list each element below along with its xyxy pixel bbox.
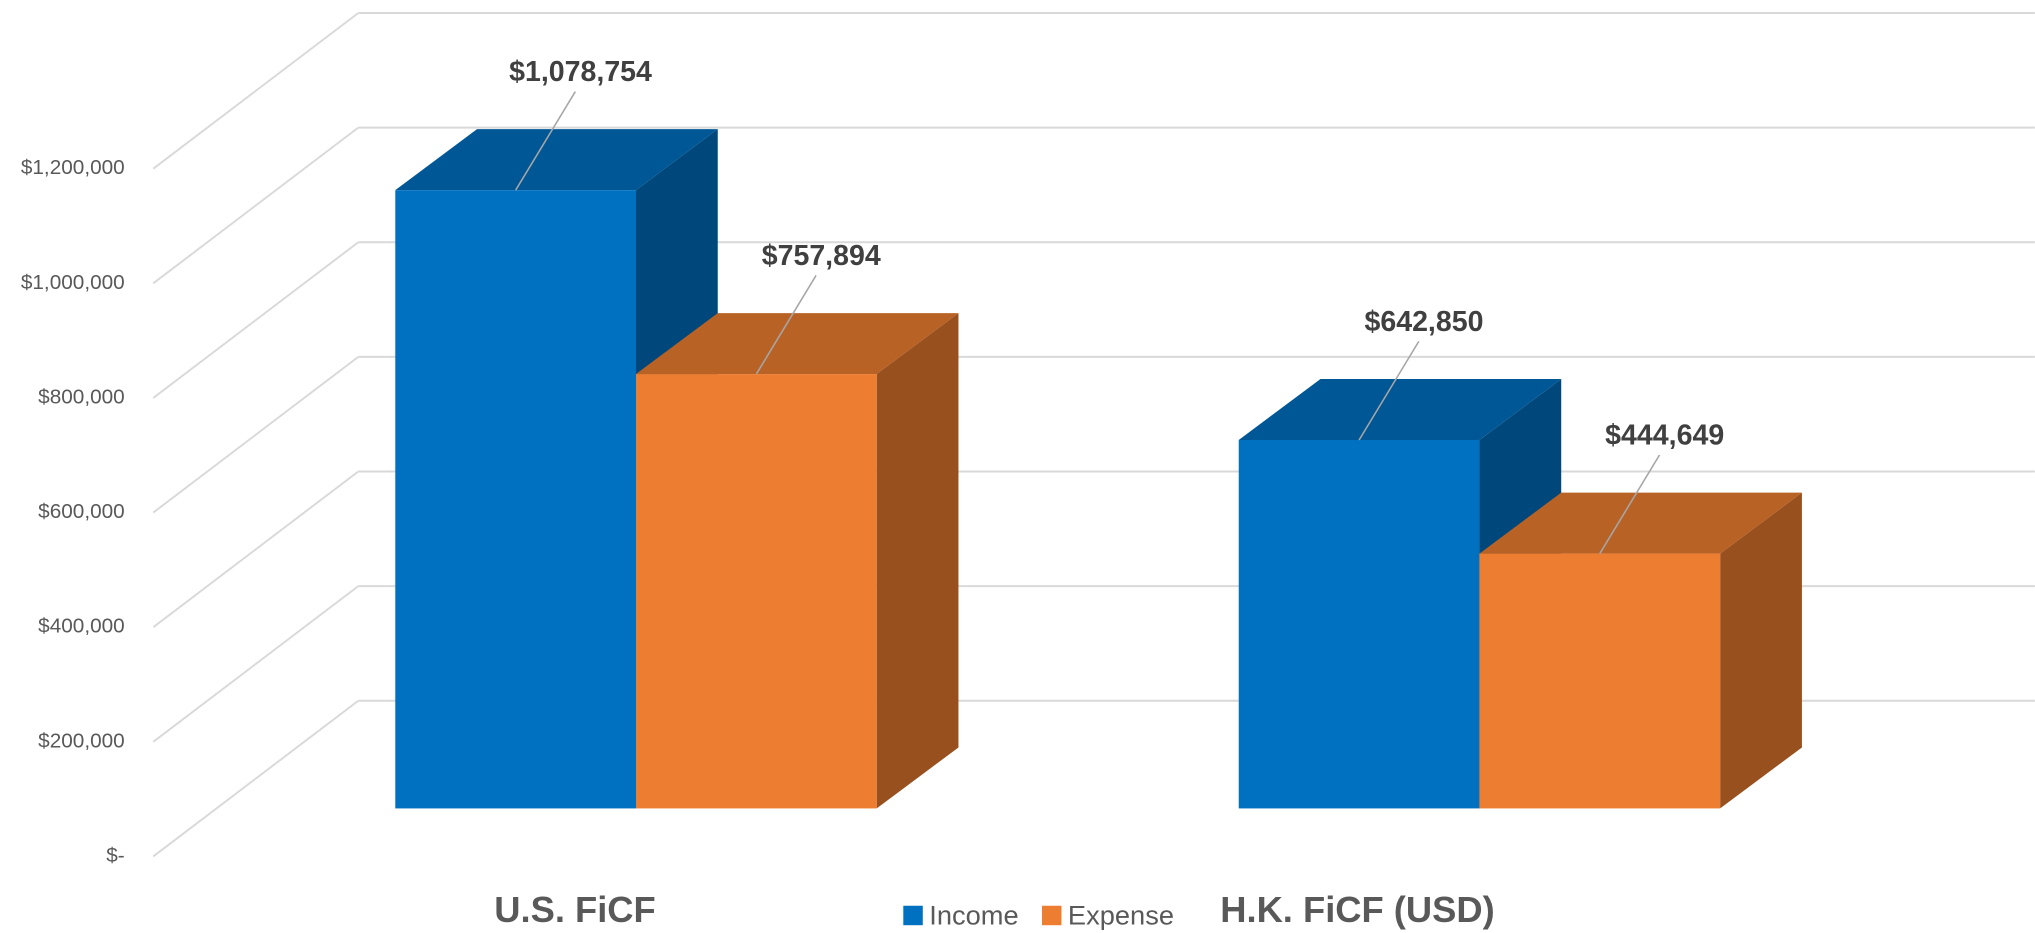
legend-label: Expense (1068, 900, 1174, 931)
bar-top (395, 129, 718, 191)
y-tick-label: $400,000 (38, 615, 125, 638)
y-tick-label: $800,000 (38, 385, 125, 408)
x-tick-label: H.K. FiCF (USD) (1220, 889, 1494, 930)
y-tick-label: $- (106, 844, 124, 867)
bar-top (1238, 379, 1562, 440)
grid-line (152, 12, 359, 170)
grid-line (152, 241, 359, 399)
bar (395, 190, 636, 809)
leader-line (1358, 340, 1420, 441)
grid-line (152, 585, 359, 743)
bar (1238, 439, 1480, 809)
x-tick-label: U.S. FiCF (494, 889, 655, 930)
leader-line (514, 91, 576, 191)
leader-line (755, 275, 817, 375)
legend-label: Income (929, 900, 1018, 931)
leader-line (1599, 454, 1661, 554)
data-label: $642,850 (1364, 306, 1483, 338)
legend-swatch (903, 905, 923, 926)
bar-top (635, 313, 959, 375)
y-tick-label: $200,000 (38, 729, 125, 752)
grid-line (152, 699, 359, 858)
grid-line (152, 356, 359, 514)
grid-line (152, 126, 359, 285)
data-label: $757,894 (762, 240, 881, 272)
y-tick-label: $1,000,000 (21, 271, 125, 294)
bar-side (1720, 492, 1802, 809)
bar (1479, 553, 1721, 809)
data-label: $1,078,754 (509, 56, 652, 88)
data-label: $444,649 (1605, 419, 1724, 451)
bar (635, 374, 877, 809)
legend-swatch (1041, 905, 1062, 926)
y-tick-label: $1,200,000 (21, 156, 125, 179)
grid-line (152, 470, 359, 628)
bar-side (876, 313, 959, 809)
bar-top (1479, 492, 1802, 554)
y-tick-label: $600,000 (38, 500, 125, 523)
